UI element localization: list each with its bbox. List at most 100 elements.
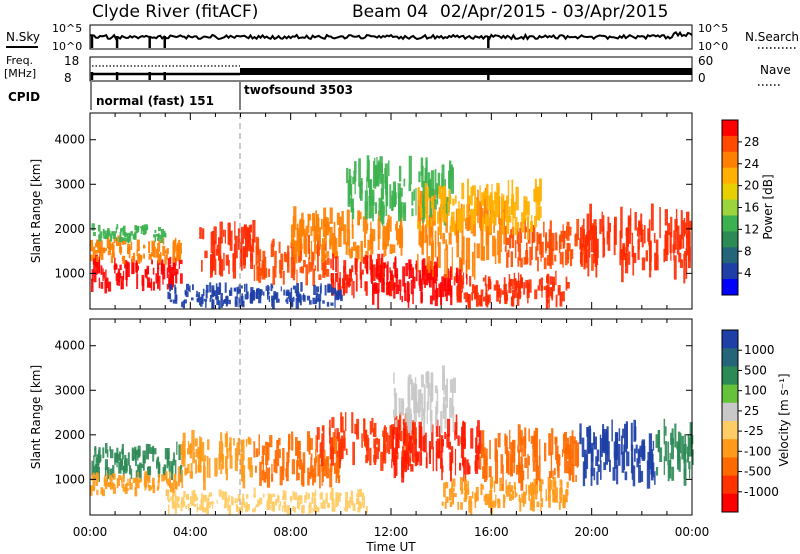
power-streak — [273, 268, 277, 278]
velocity-streak — [582, 461, 586, 487]
power-streak — [438, 187, 442, 199]
power-streak — [474, 185, 476, 205]
velocity-streak — [446, 433, 450, 448]
velocity-streak — [497, 499, 501, 509]
power-streak — [290, 257, 294, 278]
power-streak — [438, 221, 441, 236]
power-streak — [338, 227, 342, 247]
velocity-streak — [569, 436, 573, 459]
power-streak — [143, 224, 148, 231]
velocity-streak — [361, 495, 365, 505]
velocity-streak — [266, 500, 270, 511]
velocity-streak — [369, 447, 372, 466]
power-streak — [370, 221, 372, 232]
power-streak — [519, 228, 521, 246]
power-streak — [268, 268, 271, 277]
power-streak — [179, 259, 183, 265]
power-streak — [422, 205, 425, 214]
velocity-streak — [334, 428, 336, 438]
power-streak — [514, 283, 518, 298]
power-streak — [568, 226, 572, 236]
velocity-streak — [536, 501, 540, 508]
power-streak — [258, 272, 262, 283]
velocity-streak — [168, 460, 171, 472]
velocity-streak — [524, 491, 527, 496]
velocity-streak — [275, 457, 278, 474]
power-streak — [103, 230, 107, 234]
power-streak — [398, 195, 400, 216]
velocity-streak — [293, 506, 296, 513]
velocity-streak — [359, 488, 362, 497]
noise-right-tick-bottom: 10^0 — [698, 40, 728, 53]
velocity-streak — [380, 451, 384, 471]
power-streak — [433, 265, 437, 284]
power-streak — [173, 257, 175, 270]
velocity-streak — [321, 433, 324, 442]
power-streak — [411, 208, 414, 217]
velocity-streak — [197, 506, 200, 510]
power-streak — [209, 298, 211, 302]
velocity-streak — [296, 460, 298, 481]
power-streak — [392, 181, 396, 208]
power-streak — [331, 233, 335, 257]
velocity-streak — [419, 451, 423, 466]
velocity-streak — [232, 500, 234, 506]
power-streak — [381, 278, 385, 293]
velocity-streak — [183, 491, 186, 498]
velocity-streak — [244, 502, 248, 508]
velocity-streak — [108, 481, 111, 487]
velocity-streak — [118, 475, 122, 481]
power-streak — [301, 212, 304, 234]
power-streak — [506, 215, 510, 235]
velocity-streak — [338, 442, 342, 462]
power-streak — [376, 261, 378, 280]
power-streak — [169, 299, 173, 303]
velocity-streak — [233, 438, 235, 446]
freq-left-tick-bottom: 8 — [64, 71, 72, 85]
velocity-streak — [510, 456, 512, 475]
power-streak — [548, 258, 552, 266]
velocity-streak — [292, 505, 295, 512]
power-streak — [479, 185, 481, 203]
power-streak — [442, 233, 446, 244]
power-streak — [440, 204, 442, 240]
velocity-streak — [307, 493, 310, 500]
velocity-streak — [373, 438, 376, 449]
power-streak — [132, 234, 135, 239]
power-streak — [343, 260, 347, 272]
power-streak — [521, 212, 524, 233]
power-streak — [419, 224, 421, 232]
power-streak — [537, 256, 539, 272]
velocity-streak — [144, 479, 146, 488]
velocity-streak — [462, 422, 466, 449]
velocity-colorbar-segment — [722, 457, 738, 477]
velocity-colorbar-segment — [722, 366, 738, 386]
power-streak — [684, 250, 686, 261]
velocity-streak — [310, 457, 313, 476]
velocity-streak — [591, 442, 594, 462]
velocity-streak — [449, 379, 454, 393]
power-streak — [430, 260, 433, 281]
velocity-streak — [517, 445, 520, 453]
velocity-streak — [167, 478, 170, 486]
power-streak — [368, 189, 372, 206]
velocity-streak — [224, 498, 227, 509]
power-streak — [437, 242, 441, 268]
power-streak — [413, 189, 416, 201]
velocity-streak — [145, 443, 149, 460]
power-streak — [509, 216, 512, 223]
velocity-streak — [333, 506, 336, 512]
power-streak — [91, 269, 94, 281]
power-streak — [419, 203, 422, 212]
velocity-streak — [463, 474, 466, 491]
power-streak — [229, 289, 231, 296]
power-streak — [215, 283, 218, 293]
power-streak — [386, 222, 390, 238]
power-streak — [503, 286, 506, 301]
power-streak — [432, 189, 436, 226]
power-streak — [279, 259, 283, 274]
power-streak — [250, 246, 253, 261]
power-streak — [131, 256, 135, 263]
power-streak — [279, 270, 283, 279]
velocity-streak — [334, 436, 338, 455]
